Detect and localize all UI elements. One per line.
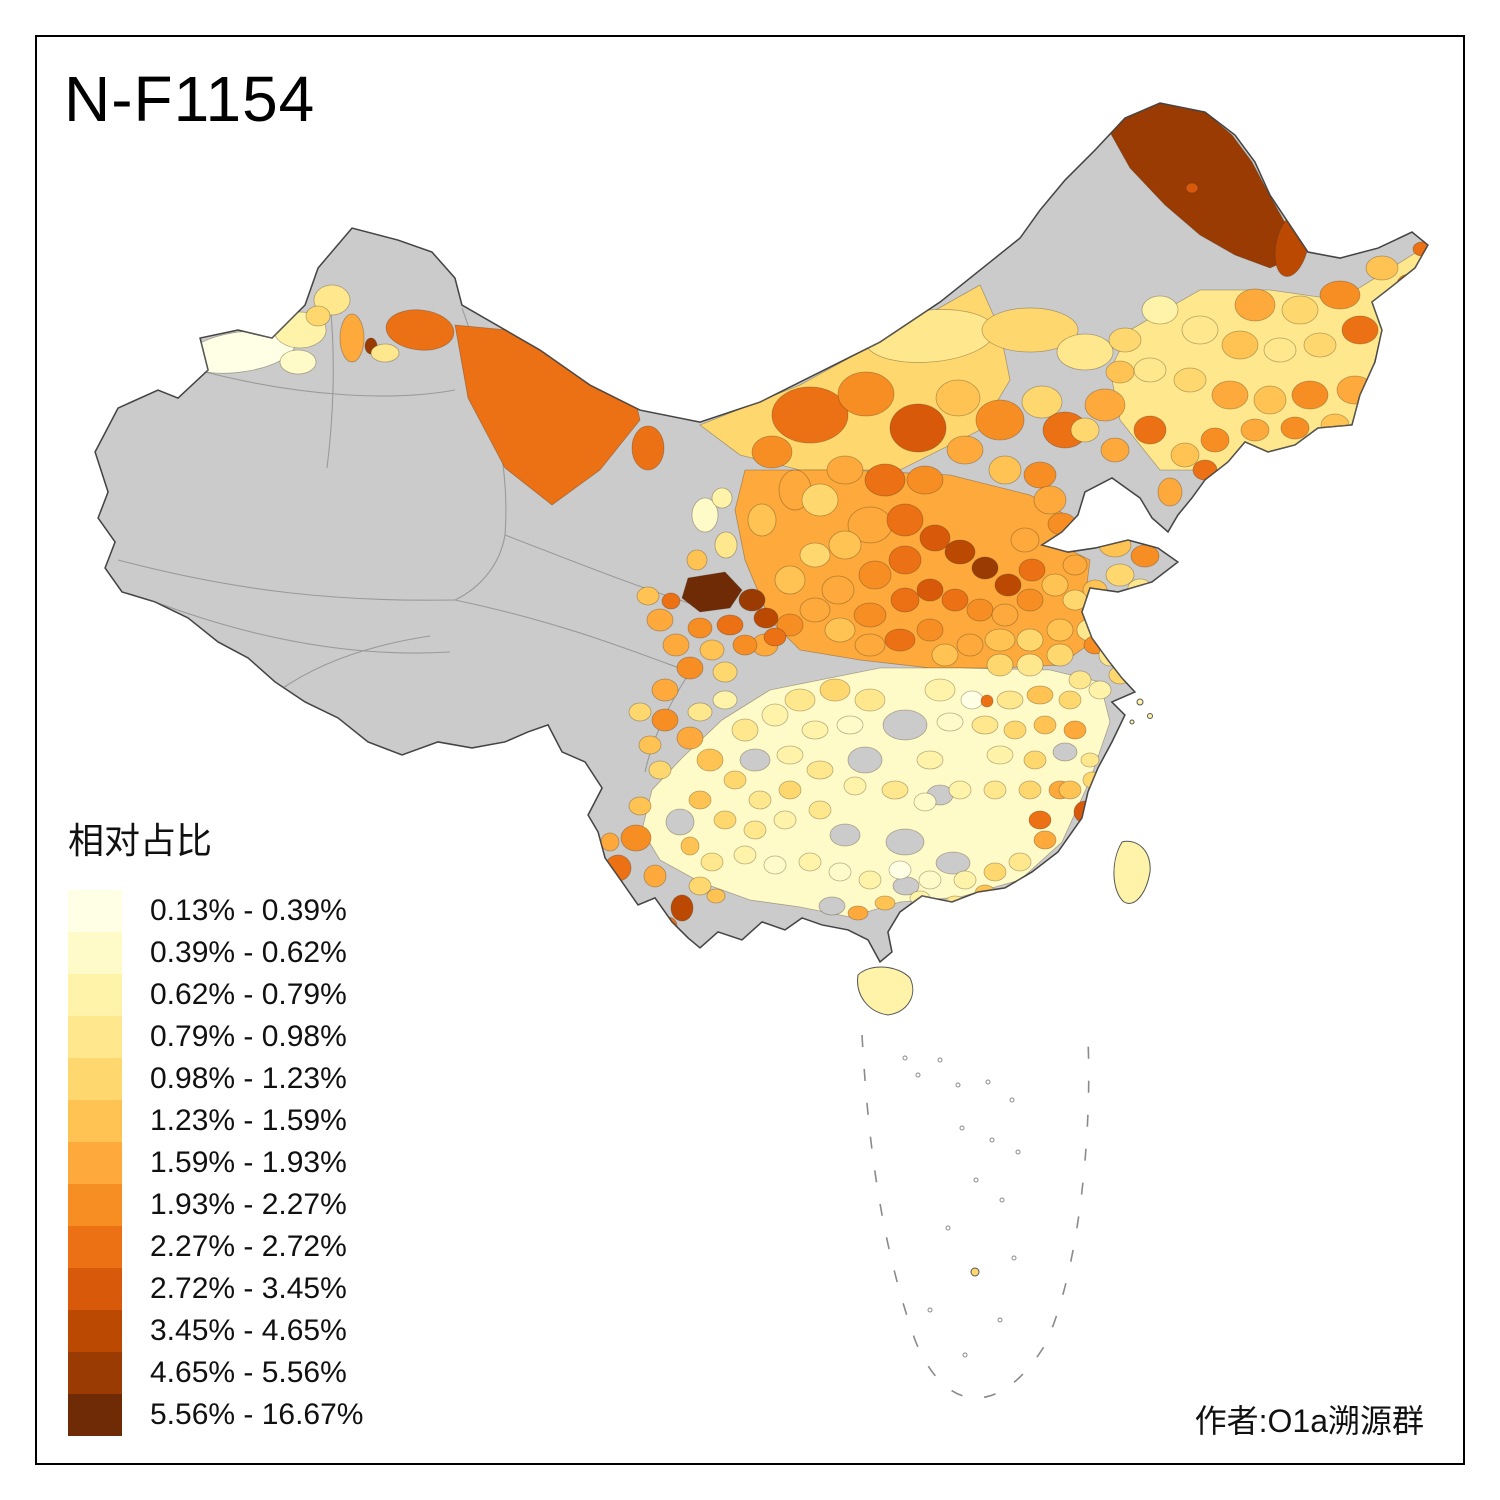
legend-label: 1.59% - 1.93%	[150, 1146, 347, 1179]
legend-swatch	[68, 1184, 122, 1226]
legend-label: 4.65% - 5.56%	[150, 1356, 347, 1389]
south-china-sea-dashes	[861, 1034, 1090, 1399]
legend-swatch	[68, 1352, 122, 1394]
prefecture-units	[185, 103, 1428, 936]
legend-swatch	[68, 1310, 122, 1352]
legend-item: 0.79% - 0.98%	[68, 1016, 363, 1058]
legend-swatch	[68, 1142, 122, 1184]
legend-swatch	[68, 1268, 122, 1310]
legend-item: 1.59% - 1.93%	[68, 1142, 363, 1184]
legend-swatch	[68, 1226, 122, 1268]
legend-label: 1.93% - 2.27%	[150, 1188, 347, 1221]
hainan-island	[857, 966, 914, 1016]
legend-swatch	[68, 1016, 122, 1058]
taiwan-island	[1113, 840, 1151, 904]
legend-label: 0.79% - 0.98%	[150, 1020, 347, 1053]
legend-label: 0.62% - 0.79%	[150, 978, 347, 1011]
legend-label: 0.39% - 0.62%	[150, 936, 347, 969]
legend-item: 4.65% - 5.56%	[68, 1352, 363, 1394]
legend-swatch	[68, 890, 122, 932]
legend-swatch	[68, 1058, 122, 1100]
legend-item: 0.98% - 1.23%	[68, 1058, 363, 1100]
legend-swatch	[68, 932, 122, 974]
legend-swatch	[68, 974, 122, 1016]
province-borders	[117, 301, 699, 773]
attribution: 作者:O1a溯源群	[1194, 1403, 1424, 1439]
legend-label: 0.13% - 0.39%	[150, 894, 347, 927]
legend-label: 2.72% - 3.45%	[150, 1272, 347, 1305]
legend-item: 2.27% - 2.72%	[68, 1226, 363, 1268]
legend-label: 2.27% - 2.72%	[150, 1230, 347, 1263]
legend-item: 3.45% - 4.65%	[68, 1310, 363, 1352]
legend-item: 1.93% - 2.27%	[68, 1184, 363, 1226]
legend-item: 0.62% - 0.79%	[68, 974, 363, 1016]
legend-label: 5.56% - 16.67%	[150, 1398, 364, 1431]
legend-swatch	[68, 1100, 122, 1142]
legend: 相对占比 0.13% - 0.39% 0.39% - 0.62% 0.62% - 0…	[68, 812, 363, 1436]
legend-title: 相对占比	[68, 820, 213, 861]
legend-label: 3.45% - 4.65%	[150, 1314, 347, 1347]
legend-label: 1.23% - 1.59%	[150, 1104, 347, 1137]
legend-item: 0.13% - 0.39%	[68, 890, 363, 932]
legend-item: 2.72% - 3.45%	[68, 1268, 363, 1310]
legend-item: 5.56% - 16.67%	[68, 1394, 363, 1436]
legend-label: 0.98% - 1.23%	[150, 1062, 347, 1095]
legend-item: 1.23% - 1.59%	[68, 1100, 363, 1142]
legend-swatch	[68, 1394, 122, 1436]
legend-item: 0.39% - 0.62%	[68, 932, 363, 974]
figure-title: N-F1154	[64, 63, 316, 135]
legend-items: 0.13% - 0.39% 0.39% - 0.62% 0.62% - 0.79% 0…	[68, 890, 363, 1436]
